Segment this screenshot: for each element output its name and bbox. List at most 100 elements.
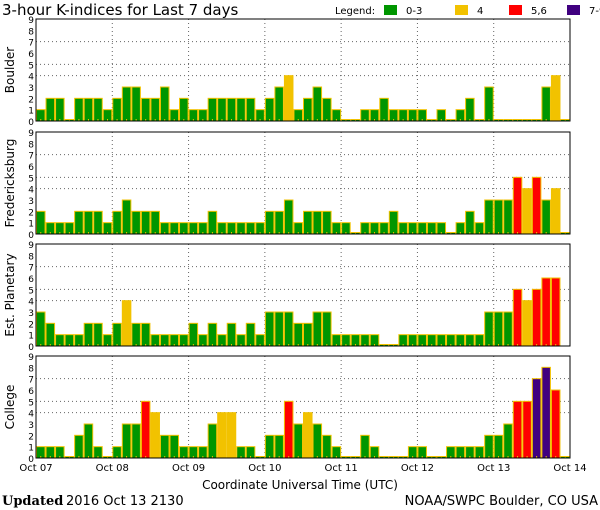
y-tick-label: 1 <box>28 444 34 454</box>
bar <box>159 434 170 459</box>
panel-fredericksburg: 01 234 567 89 Fredericksburg <box>3 129 571 241</box>
bar <box>83 423 94 459</box>
bar <box>550 75 561 122</box>
plot-frame <box>35 131 571 235</box>
x-tick-label: Oct 09 <box>172 463 205 474</box>
x-tick-label: Oct 08 <box>96 463 129 474</box>
bar <box>140 322 151 347</box>
bar <box>112 97 122 122</box>
y-tick-label: 8 <box>28 27 34 37</box>
bar <box>83 210 94 235</box>
legend-entry: 4 <box>477 6 483 17</box>
y-tick-label: 9 <box>28 241 34 251</box>
bar <box>150 210 160 235</box>
bar <box>226 97 237 122</box>
chart-title: 3-hour K-indices for Last 7 days <box>2 1 238 19</box>
y-tick-label: 7 <box>28 376 34 386</box>
bar <box>45 322 56 347</box>
panel-label: College <box>3 385 17 430</box>
y-tick-label: 9 <box>28 353 34 363</box>
y-tick-label: 6 <box>28 50 34 60</box>
bar <box>112 210 122 235</box>
bar <box>226 412 237 459</box>
bar <box>131 322 141 347</box>
legend: 0-3 4 5,6 7-9 <box>384 5 600 17</box>
bar <box>74 210 84 235</box>
bar <box>74 434 84 459</box>
y-tick-label: 8 <box>28 140 34 150</box>
y-tick-label: 3 <box>28 84 34 94</box>
bar <box>245 97 256 122</box>
legend-entry: 5,6 <box>531 6 547 17</box>
bar <box>274 86 284 122</box>
bar <box>312 86 323 122</box>
bar <box>55 97 65 122</box>
bar <box>264 210 275 235</box>
legend-entry: 0-3 <box>406 6 422 17</box>
bar <box>150 412 160 459</box>
bar <box>541 277 551 347</box>
bar <box>264 97 275 122</box>
bar <box>484 199 494 235</box>
bar <box>512 288 523 347</box>
bar <box>550 277 561 347</box>
y-tick-label: 3 <box>28 421 34 431</box>
bar <box>312 311 323 347</box>
bar <box>522 400 532 459</box>
y-tick-label: 1 <box>28 107 34 117</box>
y-tick-label: 5 <box>28 286 34 296</box>
y-tick-label: 1 <box>28 332 34 342</box>
y-tick-label: 0 <box>28 118 34 128</box>
bar <box>541 86 551 122</box>
bar <box>131 210 141 235</box>
bar <box>503 199 513 235</box>
panel-label: Fredericksburg <box>3 139 17 228</box>
bar <box>274 210 284 235</box>
bar <box>93 210 103 235</box>
y-tick-label: 8 <box>28 252 34 262</box>
bar <box>169 434 180 459</box>
bar <box>217 97 227 122</box>
legend-entry: 7-9 <box>589 6 600 17</box>
legend-swatch <box>567 5 580 15</box>
bar <box>93 97 103 122</box>
bar <box>303 412 313 459</box>
bar <box>140 97 151 122</box>
legend-label: Legend: <box>335 6 375 17</box>
bar <box>512 176 523 235</box>
bar <box>36 210 46 235</box>
bar <box>379 97 389 122</box>
bar <box>207 210 218 235</box>
panel-label: Est. Planetary <box>3 253 17 336</box>
y-tick-label: 6 <box>28 275 34 285</box>
bar <box>322 97 332 122</box>
bar <box>264 434 275 459</box>
y-tick-label: 0 <box>28 343 34 353</box>
bar <box>188 322 199 347</box>
y-tick-label: 6 <box>28 387 34 397</box>
bar <box>245 322 256 347</box>
y-tick-label: 4 <box>28 186 34 196</box>
bar <box>140 400 151 459</box>
y-tick-label: 6 <box>28 163 34 173</box>
x-tick-label: Oct 14 <box>553 463 586 474</box>
bar <box>312 210 323 235</box>
bar <box>493 434 504 459</box>
bar <box>293 322 304 347</box>
x-tick-label: Oct 13 <box>477 463 510 474</box>
bar <box>179 97 189 122</box>
bar <box>303 210 313 235</box>
panels: 0123456789Boulder0123456789Fredericksbur… <box>3 16 571 465</box>
bar <box>207 322 218 347</box>
y-tick-label: 5 <box>28 61 34 71</box>
panel-est-planetary: 01 234 567 89 Est. Planetary <box>3 241 571 353</box>
y-tick-label: 0 <box>28 231 34 241</box>
bar <box>465 97 475 122</box>
bar <box>159 86 170 122</box>
bar <box>550 188 561 235</box>
bar <box>112 322 122 347</box>
y-tick-label: 0 <box>28 455 34 465</box>
y-tick-label: 2 <box>28 432 34 442</box>
bar <box>283 400 294 459</box>
bar <box>36 311 46 347</box>
